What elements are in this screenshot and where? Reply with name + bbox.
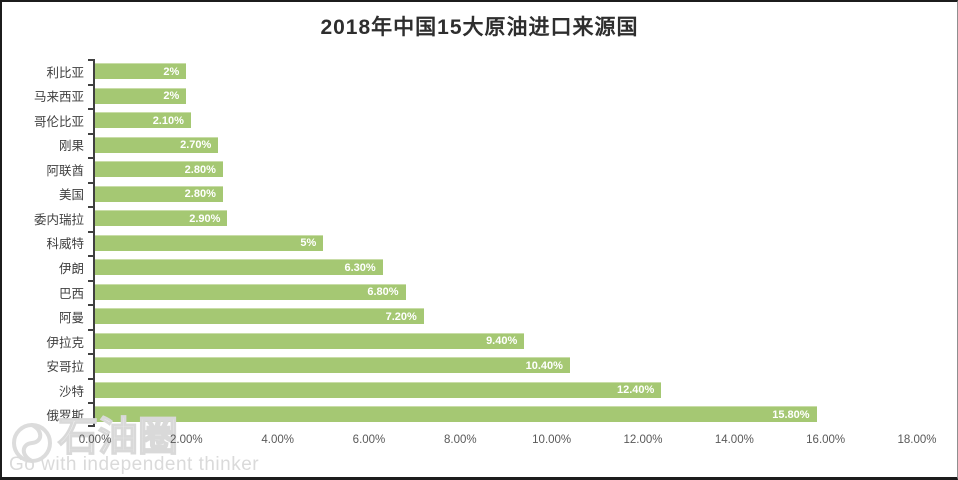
category-axis-tick — [88, 353, 93, 355]
bar-value-label: 2.10% — [152, 114, 184, 127]
bar: 9.40% — [95, 332, 525, 349]
category-label: 马来西亚 — [33, 90, 84, 105]
category-axis-tick — [88, 133, 93, 135]
bar-row: 科威特 5% — [46, 231, 917, 256]
category-axis-tick — [88, 231, 93, 233]
category-axis-tick — [88, 206, 93, 208]
bar-value-label: 6.30% — [344, 261, 376, 274]
bar-value-label: 6.80% — [367, 286, 399, 299]
category-label: 安哥拉 — [46, 360, 84, 375]
bar-row: 伊朗 6.30% — [59, 255, 917, 280]
bar-row: 利比亚 2% — [46, 59, 917, 84]
bar-row: 阿联酋 2.80% — [46, 157, 917, 182]
x-axis-tick-label: 14.00% — [714, 434, 754, 446]
bar-row: 阿曼 7.20% — [59, 304, 917, 329]
brand-logo-icon — [12, 423, 52, 463]
category-label: 美国 — [58, 188, 84, 203]
category-label: 巴西 — [58, 286, 84, 301]
bar-row: 美国 2.80% — [59, 182, 917, 207]
x-axis-tick-label: 0.00% — [78, 434, 112, 446]
bar-row: 沙特 12.40% — [59, 378, 917, 403]
category-label: 阿曼 — [58, 311, 84, 326]
x-axis-tick-label: 16.00% — [806, 434, 846, 446]
category-axis-tick — [88, 304, 93, 306]
plot-area: 利比亚 2% 马来西亚 2% 哥伦比亚 2.10% 刚果 2.70% 阿联酋 2.80% 美国 2.8… — [34, 59, 917, 427]
category-axis-tick — [88, 280, 93, 282]
category-axis-tick — [88, 255, 93, 257]
category-axis-tick — [88, 182, 93, 184]
x-axis-tick-label: 6.00% — [352, 434, 386, 446]
bar-row: 哥伦比亚 2.10% — [34, 108, 917, 133]
bar-row: 委内瑞拉 2.90% — [34, 206, 917, 231]
bar-value-label: 2% — [163, 65, 180, 78]
chart-title: 2018年中国15大原油进口来源国 — [320, 16, 639, 39]
category-axis-tick — [88, 402, 93, 404]
brand-tagline: Go with independent thinker — [9, 454, 260, 475]
category-label: 科威特 — [46, 237, 84, 252]
bar: 15.80% — [95, 406, 817, 423]
bar-value-label: 5% — [300, 237, 317, 250]
bar: 2.90% — [95, 210, 228, 227]
category-label: 刚果 — [58, 139, 84, 154]
category-label: 俄罗斯 — [46, 409, 84, 424]
category-label: 哥伦比亚 — [33, 114, 84, 129]
bar: 10.40% — [95, 357, 570, 374]
category-axis-tick — [88, 59, 93, 61]
bar: 2.80% — [95, 185, 223, 202]
bar-row: 马来西亚 2% — [34, 84, 917, 109]
x-axis-tick-label: 2.00% — [170, 434, 203, 446]
bar-value-label: 15.80% — [772, 408, 810, 421]
bar-value-label: 2.80% — [184, 163, 216, 176]
bar-value-label: 7.20% — [385, 310, 417, 323]
category-label: 阿联酋 — [46, 163, 84, 178]
category-label: 伊朗 — [58, 262, 84, 277]
bar: 5% — [95, 234, 324, 251]
category-axis-tick — [88, 425, 93, 427]
bar: 2.80% — [95, 161, 223, 178]
bar-value-label: 2.80% — [184, 188, 216, 201]
bar-value-label: 9.40% — [486, 335, 518, 348]
bar-value-label: 10.40% — [525, 359, 563, 372]
bar: 6.80% — [95, 283, 406, 300]
bar-row: 安哥拉 10.40% — [46, 353, 917, 378]
bar-row: 俄罗斯 15.80% — [46, 402, 917, 427]
bar: 2% — [95, 87, 187, 104]
category-label: 伊拉克 — [46, 335, 84, 350]
x-axis-tick-label: 8.00% — [444, 434, 477, 446]
x-axis-tick-label: 4.00% — [261, 434, 294, 446]
category-axis-tick — [88, 108, 93, 110]
category-label: 利比亚 — [46, 65, 84, 80]
category-axis-tick — [88, 84, 93, 86]
x-axis: 0.00% 2.00% 4.00% 6.00% 8.00% 10.00% 12.00% 14.… — [79, 434, 937, 450]
bar: 6.30% — [95, 259, 383, 276]
bar-value-label: 2.90% — [189, 212, 221, 225]
category-label: 委内瑞拉 — [33, 212, 84, 227]
x-axis-tick-label: 10.00% — [532, 434, 572, 446]
category-label: 沙特 — [58, 384, 84, 399]
bar-row: 巴西 6.80% — [59, 280, 917, 305]
bar-value-label: 2.70% — [180, 139, 212, 152]
bar: 7.20% — [95, 308, 424, 325]
x-axis-tick-label: 18.00% — [897, 434, 937, 446]
bar: 2.10% — [95, 112, 191, 129]
bar-row: 伊拉克 9.40% — [46, 329, 917, 354]
category-axis-tick — [88, 378, 93, 380]
category-axis-tick — [88, 157, 93, 159]
category-axis-tick — [88, 329, 93, 331]
bar-value-label: 2% — [163, 90, 180, 103]
x-axis-tick-label: 12.00% — [623, 434, 663, 446]
bar: 2.70% — [95, 136, 219, 153]
bar: 2% — [95, 63, 187, 79]
bar-row: 刚果 2.70% — [59, 133, 917, 158]
bar: 12.40% — [95, 381, 662, 398]
bar-value-label: 12.40% — [616, 384, 655, 397]
